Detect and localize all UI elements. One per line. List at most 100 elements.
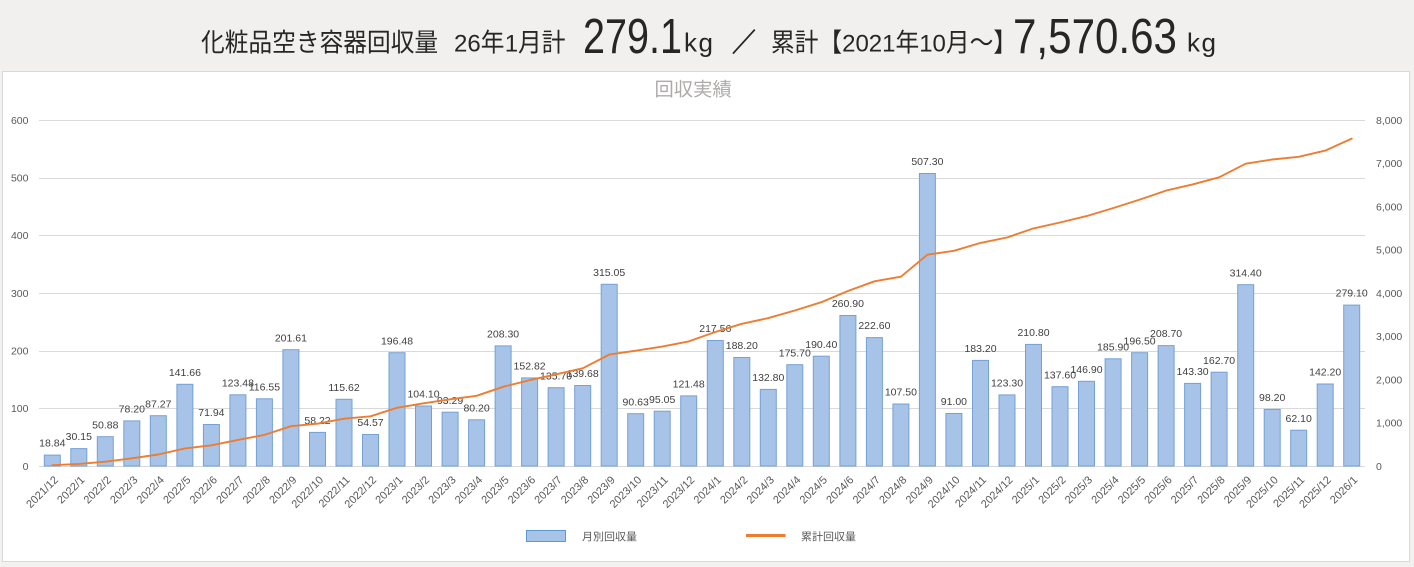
svg-text:315.05: 315.05 <box>593 267 625 279</box>
svg-text:2023/7: 2023/7 <box>532 474 564 506</box>
svg-text:54.57: 54.57 <box>357 417 383 429</box>
svg-text:500: 500 <box>11 173 29 185</box>
svg-text:107.50: 107.50 <box>885 387 917 399</box>
svg-text:2025/7: 2025/7 <box>1169 474 1201 506</box>
svg-text:4,000: 4,000 <box>1376 288 1402 300</box>
svg-text:2023/2: 2023/2 <box>400 474 432 506</box>
svg-text:2024/7: 2024/7 <box>851 474 883 506</box>
svg-text:175.70: 175.70 <box>779 347 811 359</box>
svg-text:279.10: 279.10 <box>1336 288 1368 300</box>
svg-text:188.20: 188.20 <box>726 340 758 352</box>
svg-text:91.00: 91.00 <box>941 396 967 408</box>
svg-text:2024/2: 2024/2 <box>718 474 750 506</box>
svg-text:2022/2: 2022/2 <box>82 474 114 506</box>
svg-text:71.94: 71.94 <box>198 407 224 419</box>
svg-text:208.30: 208.30 <box>487 329 519 341</box>
svg-text:6,000: 6,000 <box>1376 201 1402 213</box>
svg-text:2023/6: 2023/6 <box>506 474 538 506</box>
svg-text:190.40: 190.40 <box>805 339 837 351</box>
svg-text:0: 0 <box>1376 461 1382 473</box>
svg-text:185.90: 185.90 <box>1097 341 1129 353</box>
svg-text:507.30: 507.30 <box>911 156 943 168</box>
svg-text:2026/1: 2026/1 <box>1328 474 1360 506</box>
svg-text:137.60: 137.60 <box>1044 369 1076 381</box>
svg-text:2025/5: 2025/5 <box>1116 474 1148 506</box>
svg-text:2024/3: 2024/3 <box>745 474 777 506</box>
svg-text:80.20: 80.20 <box>463 402 489 414</box>
svg-text:104.10: 104.10 <box>407 389 439 401</box>
svg-text:196.50: 196.50 <box>1124 335 1156 347</box>
svg-text:121.48: 121.48 <box>673 379 705 391</box>
svg-text:139.68: 139.68 <box>567 368 599 380</box>
svg-text:222.60: 222.60 <box>858 320 890 332</box>
svg-text:2025/6: 2025/6 <box>1142 474 1174 506</box>
svg-text:141.66: 141.66 <box>169 367 201 379</box>
svg-text:2021/12: 2021/12 <box>24 474 61 511</box>
svg-text:1,000: 1,000 <box>1376 418 1402 430</box>
svg-text:30.15: 30.15 <box>66 431 92 443</box>
svg-text:314.40: 314.40 <box>1230 267 1262 279</box>
svg-text:2021: 2021 <box>842 31 895 58</box>
svg-text:2,000: 2,000 <box>1376 374 1402 386</box>
svg-text:279.1: 279.1 <box>583 10 682 64</box>
svg-text:201.61: 201.61 <box>275 332 307 344</box>
svg-text:2025/4: 2025/4 <box>1089 474 1121 506</box>
svg-text:5,000: 5,000 <box>1376 245 1402 257</box>
svg-text:260.90: 260.90 <box>832 298 864 310</box>
svg-text:90.63: 90.63 <box>623 396 649 408</box>
svg-text:10: 10 <box>919 31 946 58</box>
svg-text:98.20: 98.20 <box>1259 392 1285 404</box>
svg-text:208.70: 208.70 <box>1150 328 1182 340</box>
svg-text:2022/4: 2022/4 <box>135 474 167 506</box>
svg-text:2025/2: 2025/2 <box>1036 474 1068 506</box>
svg-text:152.82: 152.82 <box>514 361 546 373</box>
svg-text:210.80: 210.80 <box>1017 327 1049 339</box>
svg-text:1: 1 <box>505 31 518 58</box>
svg-text:18.84: 18.84 <box>39 438 65 450</box>
svg-text:2025/3: 2025/3 <box>1063 474 1095 506</box>
svg-text:2022/7: 2022/7 <box>214 474 246 506</box>
svg-text:2022/5: 2022/5 <box>161 474 193 506</box>
svg-text:123.30: 123.30 <box>991 378 1023 390</box>
svg-text:2023/5: 2023/5 <box>479 474 511 506</box>
svg-text:400: 400 <box>11 230 29 242</box>
svg-text:kg: kg <box>684 28 714 58</box>
svg-text:116.55: 116.55 <box>249 381 280 393</box>
svg-text:196.48: 196.48 <box>381 335 413 347</box>
svg-text:78.20: 78.20 <box>119 404 145 416</box>
svg-text:2025/1: 2025/1 <box>1010 474 1042 506</box>
svg-text:143.30: 143.30 <box>1177 366 1209 378</box>
svg-text:2022/6: 2022/6 <box>188 474 220 506</box>
svg-text:7,570.63: 7,570.63 <box>1013 9 1177 64</box>
svg-text:2025/8: 2025/8 <box>1195 474 1227 506</box>
svg-text:162.70: 162.70 <box>1203 355 1235 367</box>
svg-text:2023/8: 2023/8 <box>559 474 591 506</box>
svg-text:2024/1: 2024/1 <box>692 474 724 506</box>
svg-text:2023/3: 2023/3 <box>426 474 458 506</box>
svg-text:2024/8: 2024/8 <box>877 474 909 506</box>
svg-text:115.62: 115.62 <box>328 382 359 394</box>
svg-text:217.56: 217.56 <box>699 323 731 335</box>
svg-text:2022/8: 2022/8 <box>241 474 273 506</box>
svg-text:26: 26 <box>454 31 481 58</box>
svg-text:95.05: 95.05 <box>649 394 675 406</box>
svg-text:87.27: 87.27 <box>145 398 171 410</box>
svg-text:2022/3: 2022/3 <box>108 474 140 506</box>
svg-text:183.20: 183.20 <box>964 343 996 355</box>
svg-text:300: 300 <box>11 288 29 300</box>
svg-text:2024/4: 2024/4 <box>771 474 803 506</box>
svg-text:2024/5: 2024/5 <box>798 474 830 506</box>
svg-text:123.48: 123.48 <box>222 377 254 389</box>
svg-text:100: 100 <box>11 403 29 415</box>
svg-text:142.20: 142.20 <box>1309 367 1341 379</box>
svg-text:600: 600 <box>11 115 29 127</box>
svg-text:62.10: 62.10 <box>1286 413 1312 425</box>
svg-text:2023/1: 2023/1 <box>373 474 405 506</box>
svg-text:3,000: 3,000 <box>1376 331 1402 343</box>
svg-text:132.80: 132.80 <box>752 372 784 384</box>
svg-text:kg: kg <box>1187 28 1217 58</box>
svg-text:0: 0 <box>23 461 29 473</box>
svg-text:146.90: 146.90 <box>1070 364 1102 376</box>
svg-text:2022/1: 2022/1 <box>55 474 87 506</box>
svg-text:2023/4: 2023/4 <box>453 474 485 506</box>
